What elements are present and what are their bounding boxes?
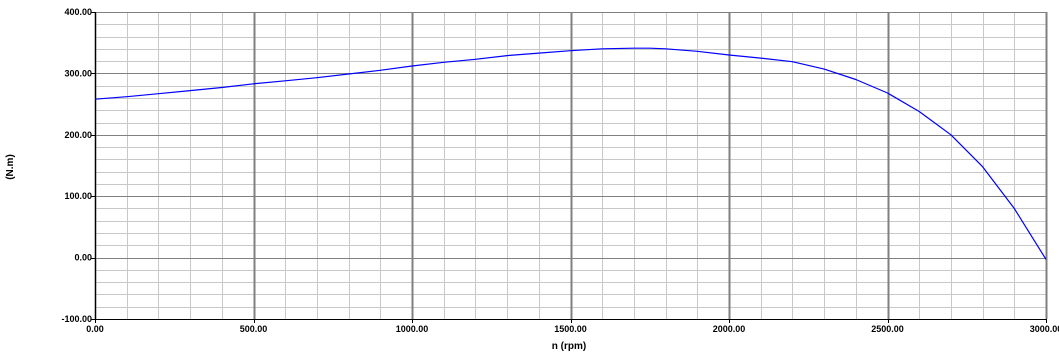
y-axis-title: (N.m) [5, 154, 16, 180]
y-tick-label: 0.00 [74, 253, 92, 263]
x-tick-label: 0.00 [86, 324, 104, 334]
y-tick-label: 300.00 [64, 68, 92, 78]
x-tick-label: 1500.00 [554, 324, 587, 334]
y-tick-label: 400.00 [64, 7, 92, 17]
x-tick-label: 3000.00 [1030, 324, 1059, 334]
x-tick-label: 500.00 [240, 324, 268, 334]
torque-series-line [94, 47, 1047, 260]
x-tick-label: 1000.00 [396, 324, 429, 334]
x-tick-label: 2500.00 [871, 324, 904, 334]
axes [91, 12, 1047, 323]
y-tick-label: 200.00 [64, 130, 92, 140]
series-layer [94, 47, 1047, 260]
x-tick-label: 2000.00 [713, 324, 746, 334]
y-tick-label: -100.00 [61, 314, 92, 324]
y-tick-label: 100.00 [64, 191, 92, 201]
x-axis-title: n (rpm) [552, 341, 586, 352]
